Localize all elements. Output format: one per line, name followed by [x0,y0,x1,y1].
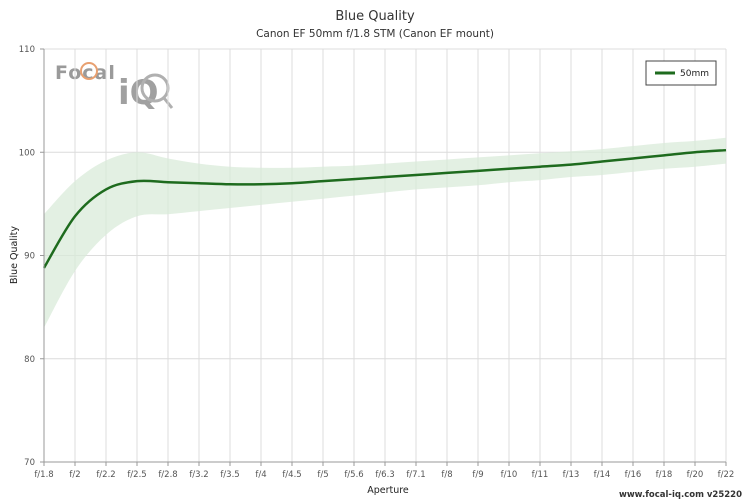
y-tick-label: 70 [24,458,35,468]
x-tick-label: f/13 [563,470,580,480]
confidence-band [44,137,726,328]
footer-credit: www.focal-iq.com v25220 [619,490,742,500]
logo-aperture-ring [80,62,98,80]
x-tick-label: f/2.8 [158,470,177,480]
x-tick-label: f/10 [501,470,518,480]
x-tick-label: f/1.8 [34,470,53,480]
y-tick-label: 80 [24,355,35,365]
x-tick-label: f/6.3 [375,470,394,480]
x-tick-label: f/9 [472,470,483,480]
confidence-band-layer [44,137,726,328]
legend-label: 50mm [680,69,709,79]
y-tick-label: 90 [24,252,35,262]
x-tick-label: f/4.5 [282,470,301,480]
x-tick-label: f/2.5 [127,470,146,480]
y-tick-label: 100 [19,148,35,158]
x-tick-label: f/2.2 [96,470,115,480]
x-tick-label: f/11 [532,470,549,480]
x-tick-label: f/5.6 [344,470,363,480]
x-tick-label: f/22 [718,470,735,480]
series-line-layer [42,148,727,269]
x-tick-label: f/3.2 [189,470,208,480]
x-tick-label: f/16 [625,470,642,480]
x-tick-label: f/5 [317,470,328,480]
axes [40,48,727,466]
x-tick-label: f/14 [594,470,611,480]
x-tick-label: f/18 [656,470,673,480]
x-tick-label: f/8 [441,470,452,480]
legend-box [645,60,717,86]
logo-iq-mark: iQ [118,73,159,113]
x-tick-label: f/2 [69,470,80,480]
y-tick-label: 110 [19,45,35,55]
chart-subtitle: Canon EF 50mm f/1.8 STM (Canon EF mount) [256,28,494,40]
logo-wordmark: Focal [55,62,116,84]
x-tick-label: f/20 [687,470,704,480]
brand-logo: Focal iQ [55,62,174,113]
legend: 50mm [645,60,717,86]
x-tick-label: f/3.5 [220,470,239,480]
y-axis-label: Blue Quality [9,226,20,284]
x-axis-label: Aperture [367,485,409,496]
x-tick-label: f/4 [255,470,266,480]
tick-labels: f/1.8 f/2 f/2.2 f/2.5 f/2.8 f/3.2 f/3.5 f/4 f/4.… [19,45,735,480]
chart-title: Blue Quality [335,9,415,24]
x-tick-label: f/7.1 [406,470,425,480]
